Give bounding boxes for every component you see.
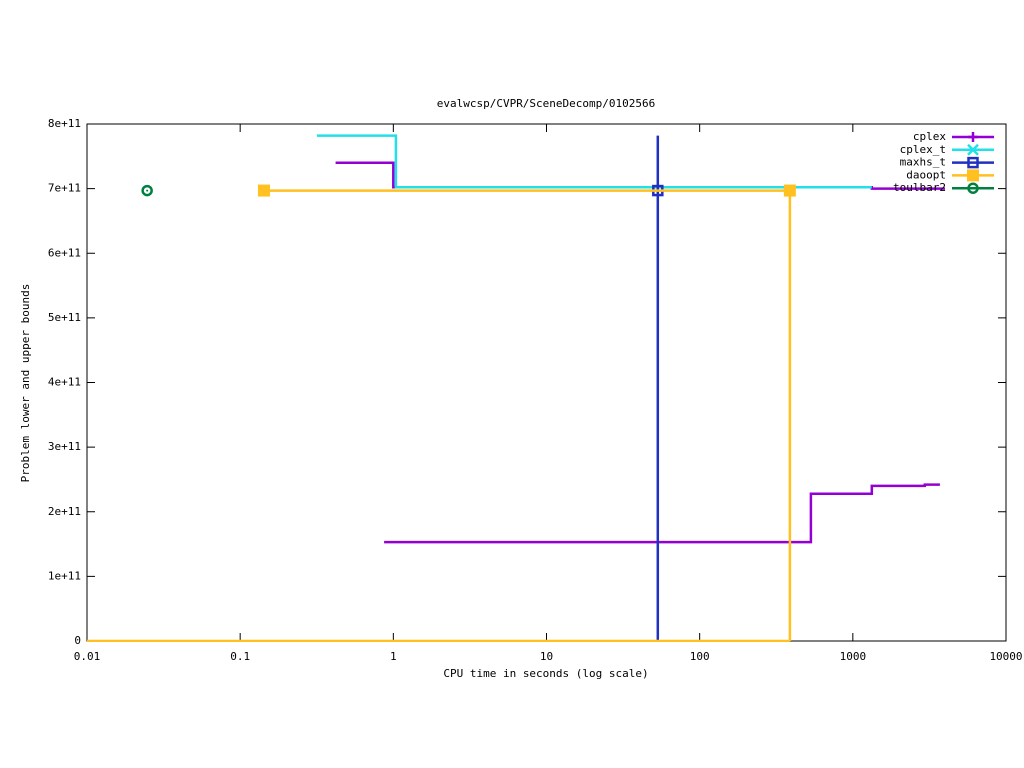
marker-shape	[967, 156, 979, 169]
marker	[967, 156, 979, 169]
legend-label: maxhs_t	[900, 156, 946, 169]
y-tick-label: 7e+11	[48, 182, 81, 195]
marker-shape	[141, 184, 153, 197]
marker-shape	[967, 182, 979, 194]
x-tick-label: 0.01	[74, 650, 101, 663]
y-tick-label: 3e+11	[48, 440, 81, 453]
x-tick-label: 10000	[989, 650, 1022, 663]
marker-shape	[257, 184, 270, 197]
marker-dot	[146, 189, 149, 192]
y-tick-label: 8e+11	[48, 117, 81, 130]
y-axis-label: Problem lower and upper bounds	[19, 284, 32, 483]
marker	[968, 132, 978, 142]
y-tick-label: 6e+11	[48, 246, 81, 259]
chart-title: evalwcsp/CVPR/SceneDecomp/0102566	[437, 97, 656, 110]
marker	[141, 184, 153, 197]
legend-label: cplex	[913, 130, 946, 143]
y-tick-label: 5e+11	[48, 311, 81, 324]
marker	[257, 184, 270, 197]
y-tick-label: 4e+11	[48, 376, 81, 389]
legend-label: toulbar2	[893, 181, 946, 194]
y-tick-label: 0	[74, 634, 81, 647]
marker	[967, 182, 979, 194]
x-axis-label: CPU time in seconds (log scale)	[443, 667, 648, 680]
x-tick-label: 1	[390, 650, 397, 663]
x-tick-label: 10	[540, 650, 553, 663]
legend-label: cplex_t	[900, 143, 946, 156]
series-line	[316, 134, 872, 189]
x-tick-label: 0.1	[230, 650, 250, 663]
marker	[967, 169, 979, 182]
marker-shape	[783, 184, 796, 197]
y-tick-label: 2e+11	[48, 505, 81, 518]
legend-label: daoopt	[906, 168, 946, 181]
marker-stroke	[967, 143, 979, 156]
marker	[967, 143, 979, 156]
x-tick-label: 100	[690, 650, 710, 663]
y-tick-label: 1e+11	[48, 569, 81, 582]
marker	[783, 184, 796, 197]
x-tick-label: 1000	[840, 650, 867, 663]
marker-shape	[967, 169, 979, 182]
marker-dot	[972, 187, 974, 190]
